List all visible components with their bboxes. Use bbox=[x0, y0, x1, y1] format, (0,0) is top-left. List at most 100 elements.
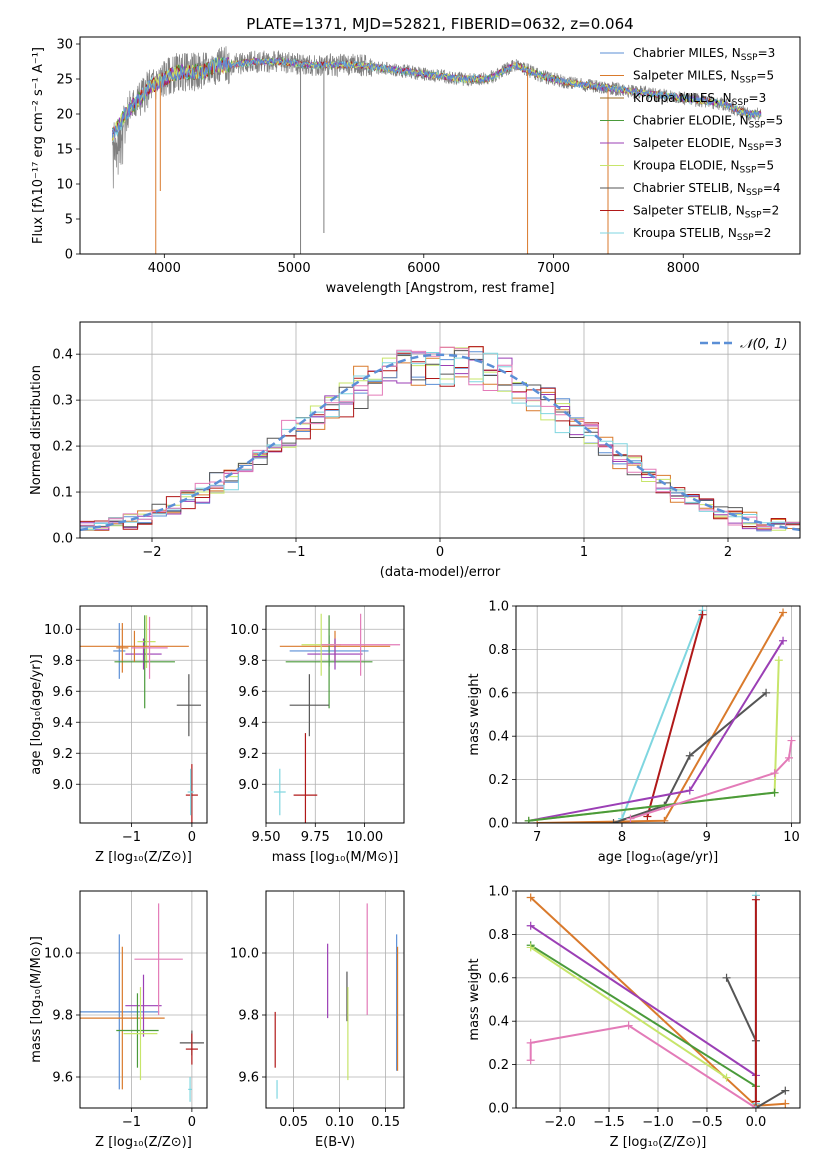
y-tick-label: 0.6 bbox=[488, 971, 509, 986]
legend-tail: =5 bbox=[765, 114, 783, 128]
axes-frame bbox=[79, 890, 208, 1109]
x-tick-label: 0.05 bbox=[279, 1115, 308, 1130]
legend-sub: SSP bbox=[745, 211, 762, 221]
mass-weight-line bbox=[646, 614, 704, 817]
legend-label: Kroupa STELIB, N bbox=[633, 226, 737, 240]
x-tick-label: 8000 bbox=[667, 261, 700, 276]
y-tick-label: 9.6 bbox=[52, 1071, 73, 1086]
model-spectrum-line bbox=[111, 57, 762, 138]
mass-weight-line bbox=[530, 924, 757, 1077]
y-tick-label: 9.8 bbox=[52, 654, 73, 669]
point-marker bbox=[779, 636, 788, 645]
point-marker bbox=[526, 1038, 535, 1047]
point-marker bbox=[626, 814, 635, 823]
point-marker bbox=[779, 608, 788, 617]
legend-sub: SSP bbox=[747, 143, 764, 153]
legend-tail: =5 bbox=[756, 69, 774, 83]
legend-label: Kroupa ELODIE, N bbox=[633, 159, 740, 173]
y-tick-label: 9.6 bbox=[52, 685, 73, 700]
x-axis-label: wavelength [Angstrom, rest frame] bbox=[326, 281, 555, 296]
x-tick-label: 10.00 bbox=[346, 830, 383, 845]
legend-label: Kroupa MILES, N bbox=[633, 91, 732, 105]
x-tick-label: −1 bbox=[286, 545, 305, 560]
plot-area bbox=[80, 903, 204, 1102]
x-tick-label: 2 bbox=[724, 545, 732, 560]
y-tick-label: 10 bbox=[56, 178, 73, 193]
x-tick-label: 5000 bbox=[278, 261, 311, 276]
y-tick-label: 1.0 bbox=[488, 885, 509, 900]
panel-spectrum: 4000 5000 6000 7000 8000 0 5 10 15 20 25 30 waveleng… bbox=[31, 36, 801, 296]
point-marker bbox=[770, 788, 779, 797]
x-tick-label: 4000 bbox=[148, 261, 181, 276]
plot-area bbox=[273, 613, 401, 823]
y-tick-label: 0.8 bbox=[488, 928, 509, 943]
x-tick-label: 10 bbox=[783, 830, 800, 845]
legend-tail: =4 bbox=[763, 181, 781, 195]
y-tick-label: 9.8 bbox=[52, 1009, 73, 1024]
plot-area bbox=[526, 891, 790, 1108]
figure-title: PLATE=1371, MJD=52821, FIBERID=0632, z=0… bbox=[246, 15, 633, 33]
residual-histogram-step bbox=[80, 346, 800, 529]
legend-tail: =3 bbox=[758, 46, 776, 60]
axes-frame bbox=[265, 605, 405, 824]
mass-weight-line bbox=[630, 740, 793, 820]
point-marker bbox=[722, 1073, 731, 1082]
mass-weight-line bbox=[528, 791, 775, 822]
point-marker bbox=[781, 1099, 790, 1108]
y-tick-label: 9.4 bbox=[238, 716, 259, 731]
legend-entry: Chabrier STELIB, NSSP=4 bbox=[633, 181, 781, 198]
y-tick-label: 9.8 bbox=[238, 654, 259, 669]
y-tick-label: 20 bbox=[56, 108, 73, 123]
legend-tail: =3 bbox=[764, 136, 782, 150]
residual-histogram-step bbox=[80, 351, 800, 531]
y-tick-label: 15 bbox=[56, 143, 73, 158]
y-tick-label: 0.2 bbox=[52, 440, 73, 455]
panel-mass_vs_Z: −1 0 9.6 9.8 10.0 Z [log₁₀(Z/Z⊙)] mass [log₁₀(… bbox=[29, 890, 208, 1150]
legend-entry: Kroupa STELIB, NSSP=2 bbox=[633, 226, 771, 243]
point-marker bbox=[698, 610, 707, 619]
legend-sub: SSP bbox=[732, 98, 749, 108]
x-tick-label: 0.10 bbox=[325, 1115, 354, 1130]
point-marker bbox=[784, 753, 793, 762]
normal-curve bbox=[80, 353, 800, 532]
y-tick-label: 0.2 bbox=[488, 773, 509, 788]
y-tick-label: 0.6 bbox=[488, 686, 509, 701]
y-tick-label: 9.4 bbox=[52, 716, 73, 731]
y-tick-label: 9.0 bbox=[52, 778, 73, 793]
x-tick-label: −1 bbox=[122, 830, 141, 845]
panel-mass_weight_vs_age: 7 8 9 10 0.0 0.2 0.4 0.6 0.8 1.0 age [log₁₀(age/yr… bbox=[467, 600, 801, 865]
legend-entry: Salpeter ELODIE, NSSP=3 bbox=[633, 136, 782, 153]
panel-mass_weight_vs_Z: −2.0 −1.5 −1.0 −0.5 0.0 0.0 0.2 0.4 0.6 0.8 1.0 Z [… bbox=[467, 885, 801, 1150]
plot-area bbox=[111, 46, 762, 254]
panel-residuals: −2 −1 0 1 2 0.0 0.1 0.2 0.3 0.4 (data-model)/error… bbox=[29, 321, 801, 580]
legend-entry: Kroupa MILES, NSSP=3 bbox=[633, 91, 766, 108]
legend-label: Chabrier STELIB, N bbox=[633, 181, 746, 195]
point-marker bbox=[762, 688, 771, 697]
point-marker bbox=[770, 769, 779, 778]
mass-weight-line bbox=[621, 609, 704, 820]
x-axis-label: Z [log₁₀(Z/Z⊙)] bbox=[95, 1135, 192, 1150]
point-marker bbox=[751, 1097, 760, 1106]
x-axis-label: mass [log₁₀(M/M⊙)] bbox=[272, 850, 399, 865]
y-tick-label: 0.8 bbox=[488, 643, 509, 658]
axes-frame bbox=[515, 605, 801, 824]
x-tick-label: 6000 bbox=[407, 261, 440, 276]
x-tick-label: −0.5 bbox=[691, 1115, 723, 1130]
legend-entry: Salpeter STELIB, NSSP=2 bbox=[633, 204, 779, 221]
y-axis-label: Normed distribution bbox=[29, 365, 44, 495]
x-tick-label: −1.0 bbox=[642, 1115, 674, 1130]
x-tick-label: −1 bbox=[122, 1115, 141, 1130]
legend-label: Salpeter MILES, N bbox=[633, 69, 740, 83]
x-tick-label: 0 bbox=[436, 545, 444, 560]
x-tick-label: −2.0 bbox=[544, 1115, 576, 1130]
x-axis-label: E(B-V) bbox=[315, 1135, 355, 1150]
point-marker bbox=[685, 786, 694, 795]
mass-weight-line bbox=[530, 946, 728, 1079]
point-marker bbox=[526, 943, 535, 952]
y-axis-label: mass weight bbox=[467, 958, 482, 1040]
point-marker bbox=[609, 819, 618, 823]
mass-weight-line bbox=[530, 944, 757, 1088]
y-tick-label: 0.4 bbox=[488, 1015, 509, 1030]
point-marker bbox=[624, 1021, 633, 1030]
y-axis-label: age [log₁₀(age/yr)] bbox=[29, 654, 44, 775]
